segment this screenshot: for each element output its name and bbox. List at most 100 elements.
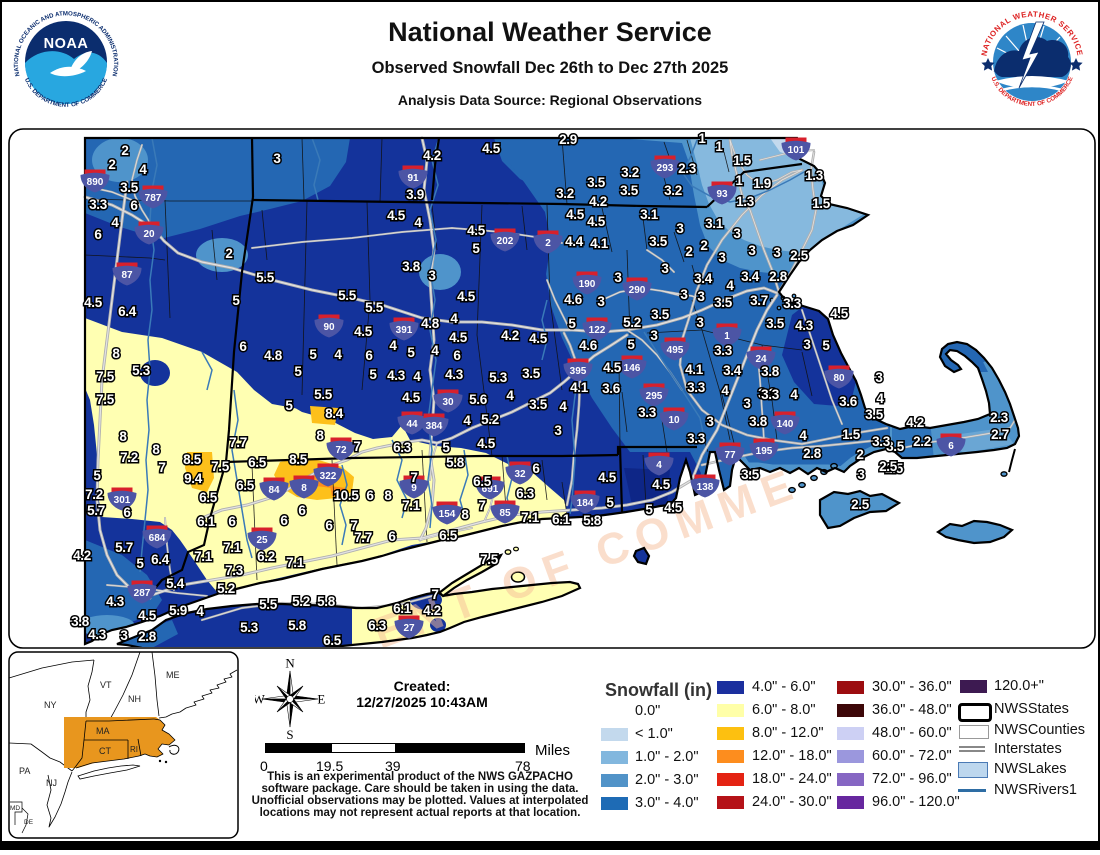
svg-text:77: 77 — [724, 450, 736, 461]
svg-text:3: 3 — [743, 396, 751, 411]
svg-text:9: 9 — [411, 483, 417, 494]
svg-text:1.3: 1.3 — [805, 168, 824, 183]
svg-text:8: 8 — [461, 507, 469, 522]
svg-text:3: 3 — [680, 287, 688, 302]
svg-text:7: 7 — [410, 470, 417, 485]
svg-text:NOAA: NOAA — [44, 36, 89, 52]
svg-text:8: 8 — [112, 346, 120, 361]
svg-text:80: 80 — [833, 373, 845, 384]
svg-text:6.1: 6.1 — [393, 601, 412, 616]
svg-text:S: S — [286, 727, 293, 740]
svg-text:1.5: 1.5 — [733, 153, 752, 168]
svg-text:2: 2 — [856, 447, 863, 462]
svg-text:6.5: 6.5 — [248, 455, 267, 470]
svg-text:4.5: 4.5 — [84, 295, 103, 310]
svg-text:3.3: 3.3 — [758, 386, 777, 401]
svg-text:3.3: 3.3 — [89, 197, 108, 212]
svg-text:3.4: 3.4 — [723, 363, 742, 378]
svg-text:2: 2 — [545, 238, 551, 249]
svg-text:190: 190 — [579, 279, 596, 290]
svg-text:4.8: 4.8 — [264, 348, 283, 363]
svg-text:4.5: 4.5 — [482, 141, 501, 156]
svg-text:1: 1 — [698, 131, 706, 146]
svg-text:6.3: 6.3 — [393, 440, 412, 455]
svg-text:NY: NY — [44, 700, 57, 710]
svg-text:384: 384 — [426, 421, 443, 432]
svg-text:4.2: 4.2 — [423, 148, 441, 163]
svg-text:3.1: 3.1 — [705, 216, 724, 231]
svg-text:3: 3 — [428, 268, 436, 283]
svg-text:93: 93 — [716, 189, 728, 200]
svg-text:8.5: 8.5 — [289, 452, 308, 467]
svg-text:VT: VT — [100, 680, 112, 690]
svg-text:3.4: 3.4 — [694, 271, 713, 286]
svg-text:184: 184 — [577, 498, 594, 509]
svg-text:5.2: 5.2 — [623, 315, 641, 330]
svg-text:8: 8 — [316, 428, 324, 443]
svg-text:3: 3 — [676, 221, 684, 236]
svg-text:4.5: 4.5 — [449, 330, 468, 345]
svg-text:7: 7 — [478, 498, 485, 513]
svg-text:6.4: 6.4 — [151, 552, 170, 567]
svg-text:N: N — [285, 658, 295, 671]
svg-text:7: 7 — [158, 460, 165, 475]
svg-text:8: 8 — [119, 429, 127, 444]
svg-text:6: 6 — [94, 227, 102, 242]
svg-text:3.5: 3.5 — [766, 316, 785, 331]
svg-text:4.5: 4.5 — [354, 324, 373, 339]
svg-text:87: 87 — [121, 270, 133, 281]
svg-text:5: 5 — [645, 502, 653, 517]
svg-text:1: 1 — [724, 331, 730, 342]
svg-text:787: 787 — [145, 193, 162, 204]
svg-text:4.6: 4.6 — [564, 292, 583, 307]
svg-text:PA: PA — [19, 766, 30, 776]
svg-text:2.5: 2.5 — [879, 459, 898, 474]
svg-text:3: 3 — [614, 270, 622, 285]
svg-text:7.5: 7.5 — [211, 459, 230, 474]
svg-text:3.7: 3.7 — [750, 293, 768, 308]
svg-text:5.5: 5.5 — [365, 300, 384, 315]
svg-text:6.5: 6.5 — [323, 633, 342, 648]
svg-text:4.5: 4.5 — [830, 306, 849, 321]
svg-text:3.3: 3.3 — [783, 296, 802, 311]
svg-text:2.9: 2.9 — [559, 132, 577, 147]
svg-text:3.8: 3.8 — [402, 259, 421, 274]
svg-text:7.5: 7.5 — [480, 552, 499, 567]
svg-text:3.4: 3.4 — [741, 269, 760, 284]
svg-text:4.5: 4.5 — [587, 214, 606, 229]
svg-text:691: 691 — [482, 484, 499, 495]
svg-text:138: 138 — [697, 482, 714, 493]
svg-text:10: 10 — [668, 415, 680, 426]
svg-text:3: 3 — [706, 414, 714, 429]
svg-text:3.3: 3.3 — [761, 387, 780, 402]
svg-text:6: 6 — [239, 339, 247, 354]
svg-text:4.5: 4.5 — [138, 608, 157, 623]
svg-text:ME: ME — [166, 670, 180, 680]
svg-text:6.5: 6.5 — [199, 490, 218, 505]
svg-text:32: 32 — [514, 469, 526, 480]
svg-text:4.3: 4.3 — [795, 318, 814, 333]
svg-text:6: 6 — [228, 514, 236, 529]
svg-text:2.8: 2.8 — [769, 269, 788, 284]
svg-text:6: 6 — [325, 518, 333, 533]
svg-text:4: 4 — [431, 343, 439, 358]
svg-text:4.3: 4.3 — [88, 627, 107, 642]
svg-text:195: 195 — [756, 446, 773, 457]
svg-text:8.5: 8.5 — [183, 452, 202, 467]
svg-text:NJ: NJ — [46, 778, 57, 788]
svg-text:2.7: 2.7 — [991, 427, 1009, 442]
svg-text:101: 101 — [788, 145, 805, 156]
svg-text:495: 495 — [667, 345, 684, 356]
svg-text:5.5: 5.5 — [314, 387, 333, 402]
svg-text:4: 4 — [876, 391, 884, 406]
svg-text:146: 146 — [624, 363, 641, 374]
svg-text:3: 3 — [733, 226, 741, 241]
svg-text:7.1: 7.1 — [223, 540, 242, 555]
svg-text:4.3: 4.3 — [387, 368, 406, 383]
svg-text:4.5: 4.5 — [652, 477, 671, 492]
svg-text:W: W — [255, 691, 266, 706]
svg-text:5.4: 5.4 — [166, 576, 185, 591]
svg-text:4.1: 4.1 — [685, 362, 704, 377]
svg-text:3.1: 3.1 — [640, 207, 659, 222]
svg-text:4.5: 4.5 — [603, 360, 622, 375]
